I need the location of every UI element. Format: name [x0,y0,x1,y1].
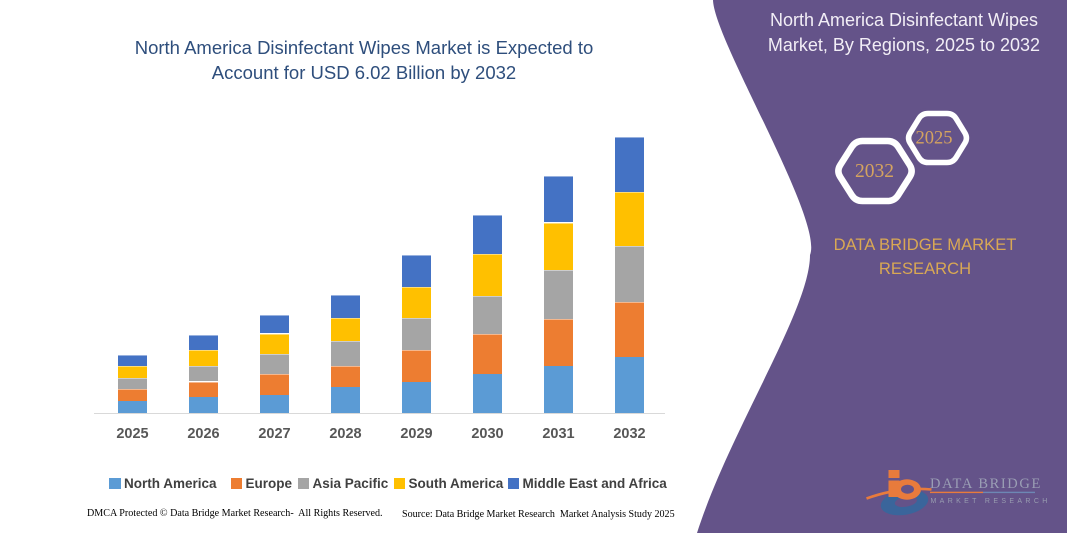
svg-text:2025: 2025 [916,129,953,149]
svg-text:DATA BRIDGE: DATA BRIDGE [930,476,1042,492]
svg-text:MARKET RESEARCH: MARKET RESEARCH [931,498,1051,505]
svg-text:2032: 2032 [855,161,894,182]
